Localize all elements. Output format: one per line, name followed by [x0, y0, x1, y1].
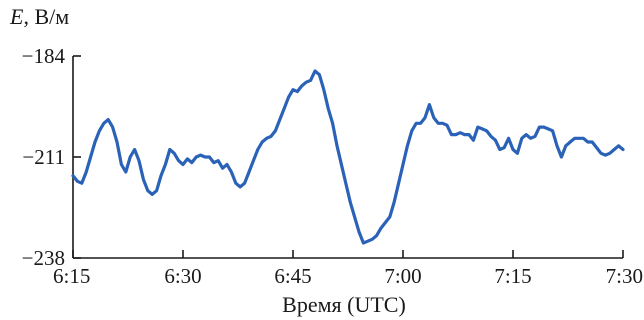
series-line-e-field [71, 69, 625, 245]
x-tick-label: 7:30 [606, 264, 643, 288]
x-tick-label: 7:15 [494, 264, 531, 288]
x-axis-label: Время (UTC) [282, 292, 406, 317]
x-axis: 6:15 6:30 6:45 7:00 7:15 7:30 [53, 250, 643, 288]
y-tick-label: −184 [22, 44, 66, 68]
x-tick-label: 6:15 [53, 264, 90, 288]
y-axis-label: E, В/м [9, 4, 69, 29]
y-tick-label: −238 [22, 246, 65, 270]
y-tick-label: −211 [22, 145, 65, 169]
x-tick-label: 7:00 [384, 264, 421, 288]
series-layer [71, 69, 625, 245]
y-axis-unit: , В/м [23, 4, 69, 29]
x-tick-label: 6:30 [164, 264, 201, 288]
x-tick-label: 6:45 [274, 264, 311, 288]
y-axis-variable: E [9, 4, 24, 29]
y-axis: −184 −211 −238 [22, 44, 81, 270]
